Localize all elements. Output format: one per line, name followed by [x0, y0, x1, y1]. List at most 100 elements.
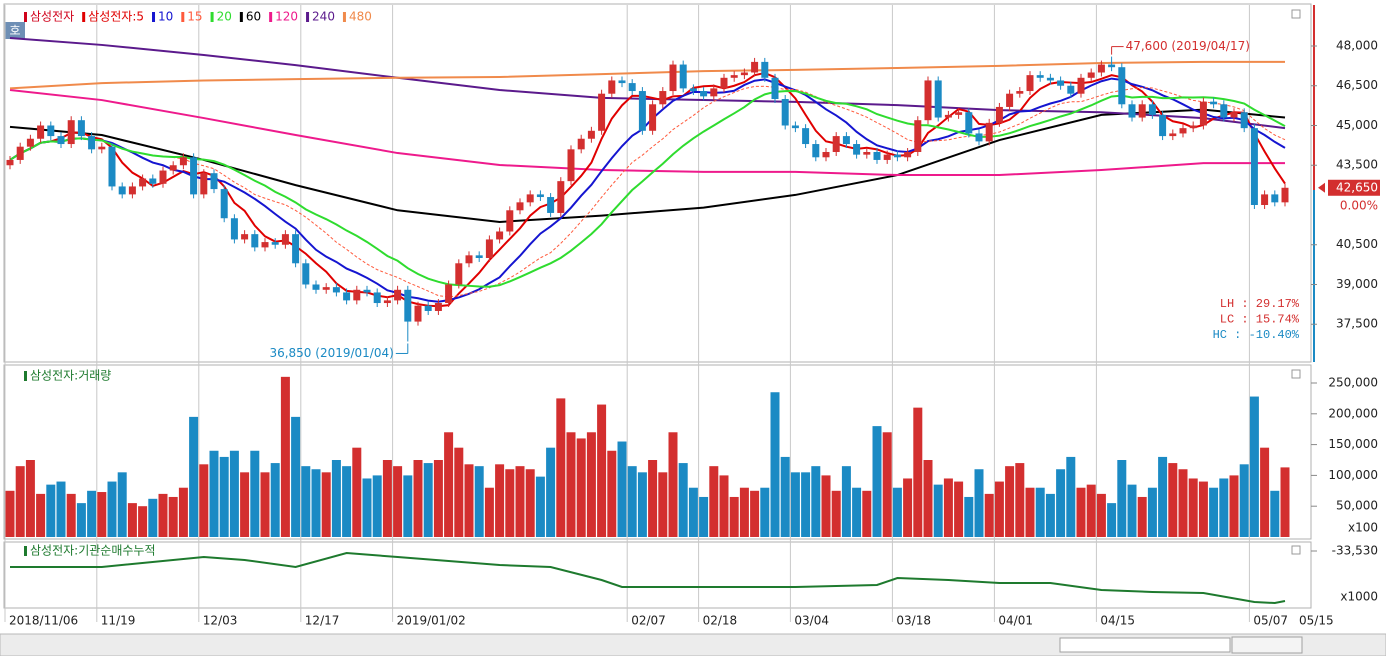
volume-bar [66, 493, 76, 537]
volume-bar [56, 481, 66, 537]
candle-body [179, 157, 187, 166]
volume-bar [250, 450, 260, 537]
x-tick-label: 2018/11/06 [9, 614, 78, 628]
volume-bar [1137, 496, 1147, 537]
volume-bar [474, 466, 484, 537]
candle-body [955, 112, 963, 115]
legend-label: 15 [187, 10, 202, 24]
candle-body [924, 80, 932, 121]
volume-bar [994, 481, 1004, 537]
candle-body [914, 120, 922, 152]
candle-body [322, 287, 330, 290]
legend-label: 60 [246, 10, 261, 24]
volume-bar [413, 459, 423, 537]
panel-title: 삼성전자:기관순매수누적 [30, 544, 155, 558]
volume-bar [148, 498, 158, 537]
volume-bar [260, 472, 270, 537]
volume-bar [597, 404, 607, 537]
volume-bar [117, 472, 127, 537]
volume-bar [178, 487, 188, 537]
candle-body [904, 151, 912, 158]
volume-bar [138, 506, 148, 537]
legend-label: 240 [312, 10, 335, 24]
volume-bar [719, 475, 729, 537]
volume-bar [821, 475, 831, 537]
candle-body [1087, 72, 1095, 78]
legend-marker [24, 371, 27, 381]
volume-panel [3, 364, 1312, 540]
volume-bar [637, 472, 647, 537]
candle-body [659, 91, 667, 105]
volume-bar [1096, 493, 1106, 537]
x-tick-label: 04/15 [1100, 614, 1135, 628]
y-tick-label: 50,000 [1336, 499, 1378, 513]
candle-body [526, 194, 534, 203]
candle-body [1281, 187, 1289, 203]
volume-bar [15, 466, 25, 537]
candle-body [434, 303, 442, 311]
panel-button[interactable] [1291, 545, 1301, 555]
candle-body [557, 181, 565, 213]
candle-body [37, 125, 45, 139]
candle-body [424, 305, 432, 311]
volume-bar [199, 464, 209, 537]
unit-label: x1000 [1340, 590, 1378, 604]
panel-button[interactable] [1291, 9, 1301, 19]
candle-body [812, 144, 820, 158]
volume-bar [1107, 503, 1117, 537]
volume-bar [964, 496, 974, 537]
volume-bar [454, 447, 464, 537]
volume-bar [362, 478, 372, 537]
candle-body [149, 178, 157, 184]
volume-bar [556, 398, 566, 537]
candle-body [649, 104, 657, 131]
volume-bar [76, 503, 86, 537]
price-marker [1318, 182, 1325, 193]
candle-body [1250, 128, 1258, 205]
candle-body [190, 157, 198, 195]
volume-bar [1117, 459, 1127, 537]
candle-body [363, 289, 371, 293]
candle-body [822, 151, 830, 158]
y-tick-label: 46,500 [1336, 78, 1378, 92]
volume-bar [525, 469, 535, 537]
candle-body [1179, 128, 1187, 134]
zoom-buttons[interactable] [1231, 636, 1303, 654]
candle-body [1199, 101, 1207, 126]
x-tick-label: 03/04 [794, 614, 829, 628]
x-tick-label: 02/07 [631, 614, 666, 628]
volume-bar [750, 490, 760, 537]
change-label: 0.00% [1340, 198, 1378, 212]
candle-body [1189, 125, 1197, 129]
volume-bar [229, 450, 239, 537]
high-annotation: 47,600 (2019/04/17) [1126, 39, 1250, 53]
volume-bar [270, 463, 280, 537]
panel-button[interactable] [1291, 369, 1301, 379]
candle-body [1067, 85, 1075, 94]
volume-bar [617, 441, 627, 537]
volume-bar [586, 432, 596, 537]
volume-bar [484, 487, 494, 537]
x-tick-label: 05/07 [1253, 614, 1288, 628]
y-tick-label: 48,000 [1336, 38, 1378, 52]
scroll-thumb[interactable] [1059, 637, 1231, 653]
volume-bar [5, 490, 15, 537]
candle-body [312, 284, 320, 290]
legend-marker [342, 12, 346, 22]
volume-bar [464, 464, 474, 537]
volume-bar [954, 481, 964, 537]
y-tick-label: 43,500 [1336, 158, 1378, 172]
legend-marker [24, 12, 27, 22]
candle-body [1016, 91, 1024, 94]
scrollbar[interactable] [0, 633, 1386, 656]
volume-bar [1249, 396, 1259, 537]
unit-label: x100 [1348, 521, 1378, 535]
badge-text: 호 [9, 24, 20, 38]
volume-bar [168, 496, 178, 537]
candle-body [608, 80, 616, 94]
volume-bar [607, 450, 617, 537]
volume-bar [1229, 475, 1239, 537]
volume-bar [1005, 466, 1015, 537]
candle-body [1169, 133, 1177, 137]
candle-body [781, 98, 789, 126]
